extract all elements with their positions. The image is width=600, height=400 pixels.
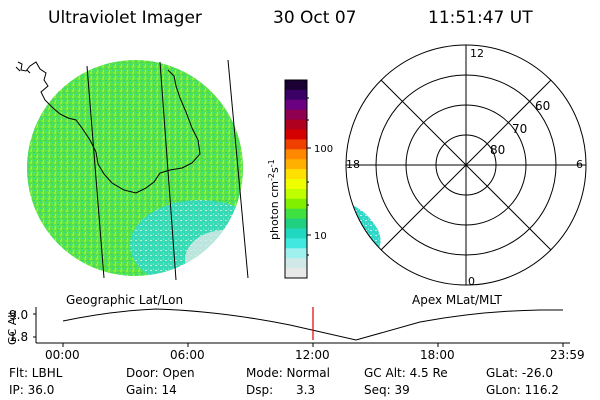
alt-xtick-3: 18:00 — [420, 348, 455, 362]
colorbar-band — [285, 139, 307, 150]
polar-label-6: 6 — [576, 158, 583, 171]
colorbar-label-100: 100 — [314, 144, 333, 155]
alt-xtick-2: 12:00 — [295, 348, 330, 362]
colorbar-band — [285, 258, 307, 269]
status-filter: Flt: LBHL — [9, 366, 63, 380]
polar-label-80: 80 — [490, 143, 505, 157]
colorbar-band — [285, 248, 307, 259]
apex-label: Apex MLat/MLT — [412, 293, 502, 307]
colorbar-band — [285, 198, 307, 210]
polar-plot: 12 18 6 0 60 70 80 — [345, 44, 587, 288]
colorbar-label-10: 10 — [314, 231, 327, 242]
colorbar-band — [285, 208, 307, 220]
time-label: 11:51:47 UT — [428, 8, 533, 28]
colorbar-band — [285, 89, 307, 101]
alt-ytick-bottom: 1.8 — [9, 330, 29, 344]
colorbar-unit-label: photon cm-2s-1 — [267, 159, 281, 240]
date-label: 30 Oct 07 — [273, 8, 357, 28]
status-gain: Gain: 14 — [126, 383, 177, 397]
colorbar-band — [285, 129, 307, 140]
colorbar-band — [285, 169, 307, 180]
alt-xtick-1: 06:00 — [170, 348, 205, 362]
polar-label-0: 0 — [468, 275, 475, 288]
colorbar-band — [285, 99, 307, 111]
colorbar-band — [285, 268, 307, 279]
status-glat: GLat: -26.0 — [486, 366, 553, 380]
status-glon: GLon: 116.2 — [486, 383, 559, 397]
status-ip: IP: 36.0 — [9, 383, 55, 397]
altitude-plot: GC Alt — [6, 307, 570, 347]
colorbar-band — [285, 218, 307, 229]
coastline — [17, 61, 201, 194]
altitude-axis-label: GC Alt — [6, 310, 19, 345]
colorbar-band — [285, 149, 307, 160]
colorbar-band — [285, 228, 307, 239]
status-dsp: Dsp: 3.3 — [246, 383, 316, 397]
status-seq: Seq: 39 — [364, 383, 410, 397]
polar-label-60: 60 — [535, 99, 550, 113]
colorbar-band — [285, 188, 307, 200]
colorbar — [285, 80, 307, 279]
geographic-image — [27, 60, 243, 276]
polar-label-70: 70 — [512, 122, 527, 136]
status-door: Door: Open — [126, 366, 195, 380]
colorbar-frame — [284, 79, 308, 279]
colorbar-band — [285, 179, 307, 190]
colorbar-band — [285, 119, 307, 130]
status-gc-alt: GC Alt: 4.5 Re — [364, 366, 448, 380]
alt-xtick-0: 00:00 — [45, 348, 80, 362]
polar-label-18: 18 — [346, 158, 360, 171]
colorbar-band — [285, 109, 307, 121]
app-title: Ultraviolet Imager — [48, 8, 202, 28]
alt-xtick-4: 23:59 — [550, 348, 585, 362]
geographic-label: Geographic Lat/Lon — [66, 293, 184, 307]
polar-label-12: 12 — [470, 47, 484, 60]
colorbar-band — [285, 80, 307, 91]
alt-ytick-top: 9.0 — [9, 308, 29, 322]
status-mode: Mode: Normal — [246, 366, 330, 380]
colorbar-band — [285, 159, 307, 170]
altitude-curve — [62, 308, 563, 341]
colorbar-band — [285, 238, 307, 249]
